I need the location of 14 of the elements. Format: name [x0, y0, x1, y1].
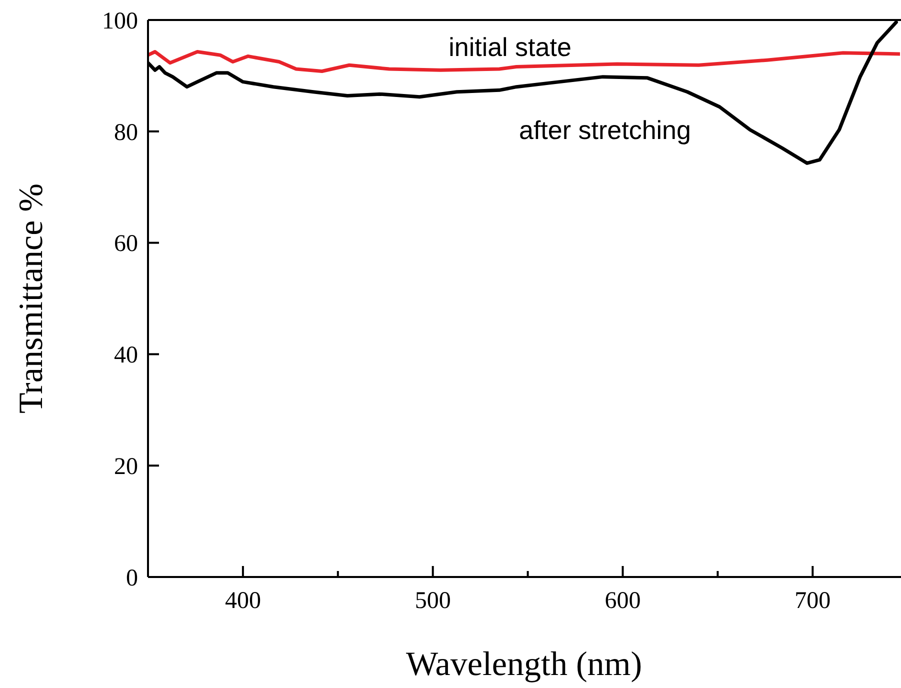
- y-tick-label: 0: [126, 565, 138, 592]
- x-tick-label: 600: [604, 588, 641, 614]
- y-tick-label: 20: [114, 454, 138, 480]
- y-tick-label: 100: [102, 8, 138, 34]
- x-axis-title: Wavelength (nm): [406, 646, 642, 683]
- x-tick-label: 700: [794, 588, 831, 614]
- y-tick-label: 60: [114, 231, 138, 258]
- y-tick-label: 80: [114, 120, 138, 146]
- y-axis-title: Transmittance %: [13, 183, 50, 414]
- annotation: initial state: [448, 32, 572, 62]
- x-tick-label: 400: [224, 588, 261, 614]
- x-tick-label: 500: [414, 588, 451, 614]
- y-tick-label: 40: [114, 342, 138, 369]
- annotation: after stretching: [519, 115, 691, 146]
